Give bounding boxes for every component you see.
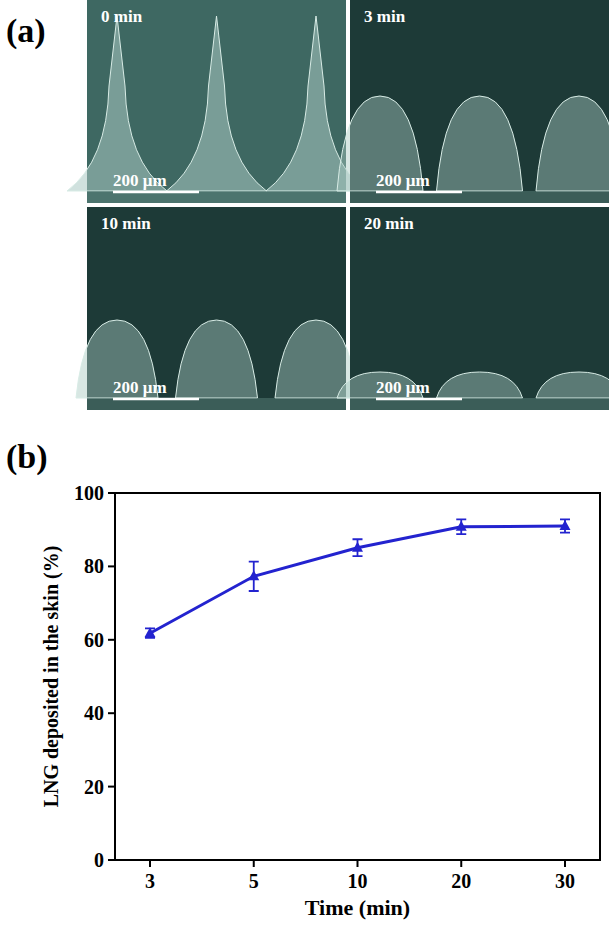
scale-bar-label: 200 μm	[113, 171, 167, 190]
y-tick-label: 40	[84, 702, 104, 724]
skin-surface	[87, 191, 346, 203]
panel-label: (b)	[6, 438, 48, 476]
error-bar	[249, 562, 259, 591]
scale-bar	[376, 398, 462, 401]
scale-bar	[113, 191, 199, 194]
panel-label: (a)	[6, 12, 46, 50]
x-tick	[253, 860, 255, 867]
time-label: 0 min	[101, 7, 143, 26]
skin-surface	[350, 191, 609, 203]
scale-bar-label: 200 μm	[376, 378, 430, 397]
marker	[248, 570, 259, 580]
micrograph: 20 min 200 μm	[337, 207, 609, 410]
scale-bar	[376, 191, 462, 194]
time-label: 3 min	[364, 7, 406, 26]
time-label: 10 min	[101, 214, 151, 233]
microneedle	[437, 372, 523, 398]
microneedle	[437, 96, 523, 191]
scale-bar-label: 200 μm	[376, 171, 430, 190]
x-tick-label: 20	[451, 870, 471, 892]
line	[150, 526, 565, 633]
x-tick	[149, 860, 151, 867]
figure: (a) (b) 0 min 200 μm 3 min 200 μm 10 min 200 μm…	[0, 0, 609, 925]
y-tick	[108, 565, 115, 567]
marker	[456, 521, 467, 531]
marker	[352, 542, 363, 552]
x-tick	[357, 860, 359, 867]
y-tick-label: 0	[94, 849, 104, 871]
data-group	[145, 519, 571, 638]
micrograph: 3 min 200 μm	[337, 0, 609, 203]
micrograph: 10 min 200 μm	[76, 207, 357, 410]
micrograph: 0 min 200 μm	[67, 0, 366, 203]
y-tick-label: 60	[84, 629, 104, 651]
skin-surface	[350, 398, 609, 410]
y-axis-title: LNG deposited in the skin (%)	[40, 546, 63, 808]
x-tick-label: 5	[249, 870, 259, 892]
error-bar	[456, 519, 466, 534]
y-tick-label: 100	[74, 482, 104, 504]
y-tick	[108, 639, 115, 641]
plot-frame	[115, 493, 600, 860]
y-tick	[108, 712, 115, 714]
x-tick-label: 3	[145, 870, 155, 892]
microneedle	[176, 320, 258, 398]
microneedle	[67, 16, 167, 191]
y-tick-label: 20	[84, 776, 104, 798]
x-tick-label: 30	[555, 870, 575, 892]
microneedle	[167, 16, 267, 191]
time-label: 20 min	[364, 214, 414, 233]
marker	[145, 627, 156, 637]
scale-bar-label: 200 μm	[113, 378, 167, 397]
x-tick	[460, 860, 462, 867]
x-axis-title: Time (min)	[305, 895, 410, 920]
y-tick	[108, 492, 115, 494]
marker	[560, 520, 571, 530]
scale-bar	[113, 398, 199, 401]
error-bar	[560, 519, 570, 532]
skin-surface	[87, 398, 346, 410]
error-bar	[353, 539, 363, 556]
microneedle	[536, 372, 609, 398]
y-tick	[108, 859, 115, 861]
x-tick-label: 10	[348, 870, 368, 892]
x-tick	[564, 860, 566, 867]
microneedle	[536, 96, 609, 191]
y-tick-label: 80	[84, 555, 104, 577]
y-tick	[108, 786, 115, 788]
